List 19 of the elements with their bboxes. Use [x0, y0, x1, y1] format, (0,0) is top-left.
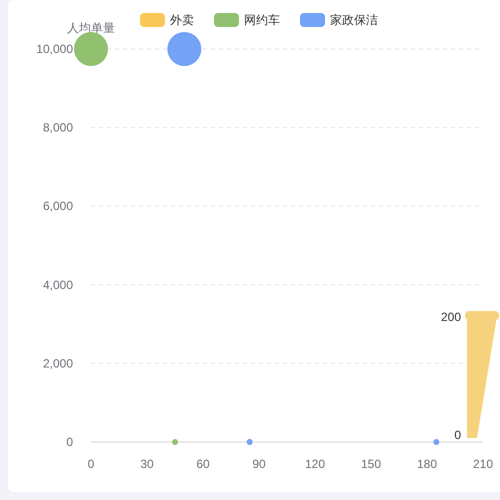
x-tick-label: 60	[196, 457, 210, 471]
y-tick-label: 6,000	[42, 199, 74, 214]
x-tick-label: 0	[88, 457, 95, 471]
annotation: 0	[454, 428, 462, 442]
y-tick-label: 10,000	[36, 42, 74, 56]
x-tick-label: 90	[252, 457, 266, 471]
annotation: 200	[440, 310, 462, 324]
y-tick-label: 4,000	[42, 278, 74, 292]
x-tick-label: 210	[472, 457, 494, 471]
legend-label: 网约车	[244, 13, 280, 27]
x-tick-label: 30	[140, 457, 154, 471]
x-tick-label: 120	[304, 457, 326, 471]
legend-label: 外卖	[170, 13, 194, 27]
legend-label: 家政保洁	[330, 13, 378, 27]
y-tick-label: 2,000	[42, 356, 74, 370]
x-tick-label: 150	[360, 457, 382, 471]
y-tick-label: 8,000	[42, 120, 74, 135]
y-tick-label: 0	[66, 435, 74, 449]
x-tick-label: 180	[416, 457, 438, 471]
